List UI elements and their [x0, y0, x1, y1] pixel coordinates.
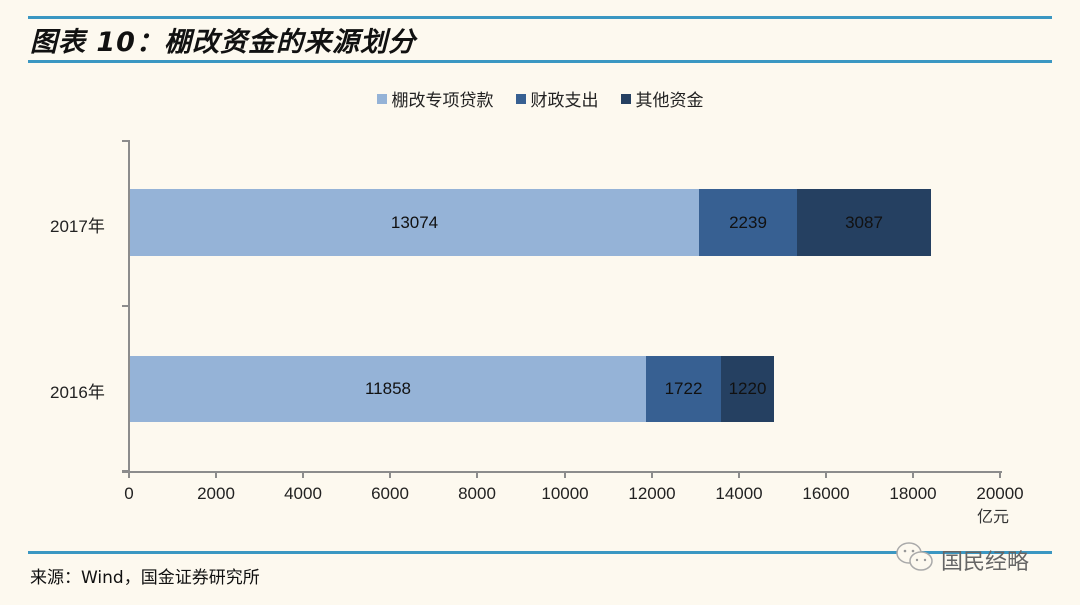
x-tick [651, 471, 653, 478]
data-label: 1220 [728, 379, 767, 398]
x-tick-label: 0 [124, 484, 134, 503]
x-tick [215, 471, 217, 478]
chart-title: 图表 10：棚改资金的来源划分 [30, 27, 416, 58]
x-tick-label: 2000 [197, 484, 235, 503]
x-axis-unit: 亿元 [977, 509, 1010, 526]
footer-rule [28, 551, 1052, 554]
data-label: 11858 [364, 379, 411, 398]
x-tick [476, 471, 478, 478]
bar-segment-other: 1220 [721, 356, 774, 422]
bar-2017: 13074 2239 3087 [130, 189, 931, 256]
data-label: 13074 [390, 212, 439, 232]
title-rule [28, 60, 1052, 63]
legend-item-other: 其他资金 [620, 86, 704, 111]
legend-swatch-fiscal [515, 93, 526, 104]
legend-label: 其他资金 [635, 91, 704, 110]
data-label: 2239 [729, 212, 767, 232]
y-tick [122, 305, 129, 307]
x-tick-label: 12000 [628, 484, 676, 503]
legend-item-fiscal: 财政支出 [515, 86, 599, 111]
x-tick-label: 20000 [976, 484, 1024, 503]
watermark: 国民经略 [895, 540, 1029, 580]
legend: 棚改专项贷款 财政支出 其他资金 [0, 86, 1080, 111]
legend-item-loans: 棚改专项贷款 [376, 86, 494, 111]
wechat-icon [895, 540, 935, 580]
x-tick-label: 14000 [715, 484, 763, 503]
x-tick-label: 6000 [371, 484, 409, 503]
legend-swatch-loans [376, 93, 387, 104]
y-axis [128, 140, 130, 472]
x-tick [389, 471, 391, 478]
x-tick-label: 18000 [889, 484, 937, 503]
bar-2016: 11858 1722 1220 [130, 356, 774, 422]
legend-swatch-other [620, 93, 631, 104]
x-tick-label: 4000 [284, 484, 322, 503]
source-note: 来源：Wind，国金证券研究所 [30, 568, 260, 588]
x-tick [999, 471, 1001, 478]
legend-label: 财政支出 [530, 91, 599, 110]
legend-label: 棚改专项贷款 [391, 91, 494, 110]
bar-segment-other: 3087 [797, 189, 931, 256]
x-tick [825, 471, 827, 478]
bar-segment-fiscal: 1722 [646, 356, 721, 422]
x-tick-label: 8000 [458, 484, 496, 503]
x-axis [122, 471, 1002, 473]
x-tick [738, 471, 740, 478]
x-tick [564, 471, 566, 478]
x-tick-label: 16000 [802, 484, 850, 503]
data-label: 3087 [845, 212, 883, 232]
x-tick-label: 10000 [541, 484, 589, 503]
category-label-2016: 2016年 [50, 383, 105, 402]
data-label: 1722 [664, 379, 703, 398]
top-rule [28, 16, 1052, 19]
bar-segment-fiscal: 2239 [699, 189, 797, 256]
y-tick [122, 140, 129, 142]
bar-segment-loans: 13074 [130, 189, 699, 256]
watermark-text: 国民经略 [941, 549, 1030, 574]
category-label-2017: 2017年 [50, 217, 105, 236]
x-tick [128, 471, 130, 478]
x-tick [912, 471, 914, 478]
bar-segment-loans: 11858 [130, 356, 646, 422]
x-tick [302, 471, 304, 478]
